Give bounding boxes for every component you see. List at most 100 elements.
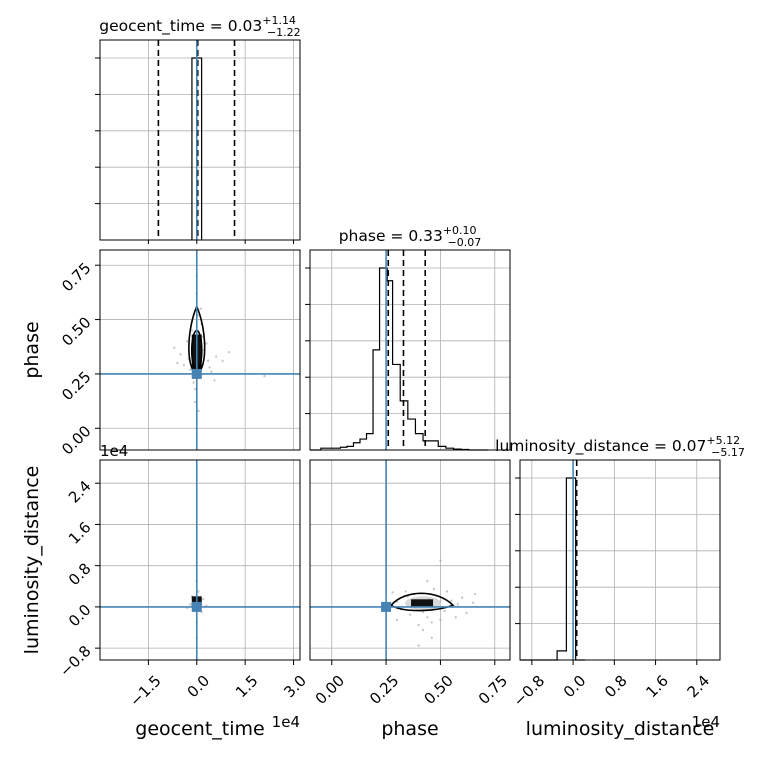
y-tick-label: 0.50: [58, 313, 94, 349]
histogram-luminosity_distance: [520, 477, 585, 661]
x-tick-label: 2.4: [684, 672, 714, 702]
sample-point: [210, 370, 213, 373]
sample-point: [426, 579, 429, 583]
x-tick-label: 1.6: [642, 672, 672, 702]
axes-frame: [99, 249, 301, 451]
pair-panel-geocent_time-phase: [99, 249, 301, 451]
x-tick-label: −0.8: [510, 672, 548, 710]
sample-point: [474, 592, 477, 596]
axes-frame: [309, 249, 511, 451]
sample-point: [206, 359, 210, 363]
sample-point: [197, 590, 200, 593]
sample-point: [190, 329, 194, 332]
x-tick-label: 0.0: [184, 672, 214, 702]
sample-point: [443, 609, 446, 613]
y-tick-label: 1.6: [65, 518, 95, 548]
sample-point: [205, 342, 208, 345]
sample-point: [432, 587, 436, 591]
sample-point: [417, 644, 420, 647]
sample-point: [208, 366, 211, 369]
sample-point: [460, 596, 464, 599]
marginal-title-geocent_time: geocent_time = 0.03+1.14 −1.22: [99, 14, 300, 39]
y-axis-label-luminosity_distance: luminosity_distance: [21, 466, 43, 655]
sample-point: [197, 314, 200, 317]
sample-point: [213, 379, 216, 382]
y-tick-label: −0.8: [56, 642, 94, 680]
truth-marker: [191, 601, 202, 612]
x-tick-label: 0.0: [560, 672, 590, 702]
x-axis-label-phase: phase: [381, 718, 438, 740]
y-tick-label: 0.8: [65, 559, 95, 589]
axes-frame: [99, 39, 301, 241]
sample-point: [176, 361, 179, 365]
sample-point: [450, 599, 453, 602]
sample-point: [430, 621, 433, 624]
sample-point: [182, 364, 186, 367]
marginal-panel-luminosity_distance: luminosity_distance = 0.07+5.12 −5.17: [495, 434, 745, 661]
x-axis-label-geocent_time: geocent_time: [135, 718, 264, 740]
x-tick-label: 0.50: [420, 672, 456, 708]
x-tick-label: 0.8: [601, 672, 631, 702]
truth-marker: [191, 368, 202, 379]
axes-frame: [519, 459, 721, 661]
y-axis-label-phase: phase: [21, 321, 43, 378]
sample-point: [193, 387, 197, 391]
marginal-panel-phase: phase = 0.33+0.10 −0.07: [305, 224, 511, 451]
y-tick-label: 0.00: [58, 422, 94, 458]
sample-point: [202, 597, 205, 601]
marginal-title-luminosity_distance: luminosity_distance = 0.07+5.12 −5.17: [495, 434, 745, 459]
y-tick-label: 2.4: [65, 477, 95, 507]
sample-point: [172, 346, 176, 350]
sample-point: [417, 623, 420, 627]
pair-panel-phase-luminosity_distance: [309, 459, 511, 661]
y-offset-multiplier: 1e4: [100, 442, 128, 460]
sample-point: [445, 590, 449, 593]
axes-frame: [99, 459, 301, 661]
x-tick-label: 0.75: [475, 672, 511, 708]
sample-point: [227, 350, 231, 354]
sample-point: [426, 616, 429, 619]
x-tick-label: 0.00: [312, 672, 348, 708]
x-tick-label: 1.5: [232, 672, 262, 702]
marginal-panel-geocent_time: geocent_time = 0.03+1.14 −1.22: [95, 14, 301, 241]
sample-point: [395, 618, 399, 621]
y-tick-label: 0.75: [58, 259, 94, 295]
sample-point: [197, 409, 200, 413]
sample-point: [456, 603, 460, 606]
x-axis-label-luminosity_distance: luminosity_distance: [526, 718, 715, 740]
sample-point: [406, 595, 410, 598]
sample-point: [430, 636, 433, 640]
sample-point: [214, 355, 218, 358]
x-tick-label: 0.25: [366, 672, 402, 708]
sample-point: [439, 559, 442, 562]
sample-point: [221, 359, 224, 363]
x-tick-label: −1.5: [126, 672, 164, 710]
sample-point: [408, 613, 412, 616]
x-offset-multiplier: 1e4: [272, 713, 300, 731]
sample-point: [189, 368, 192, 371]
sample-point: [391, 591, 394, 594]
sample-point: [189, 603, 192, 606]
sample-point: [192, 381, 195, 384]
y-tick-label: 0.0: [65, 601, 95, 631]
sample-point: [421, 628, 425, 632]
sample-point: [185, 340, 189, 343]
sample-point: [263, 374, 266, 378]
sample-point: [454, 616, 457, 619]
contour-outer: [389, 592, 455, 612]
sample-point: [199, 307, 202, 310]
truth-marker: [381, 601, 392, 612]
marginal-title-phase: phase = 0.33+0.10 −0.07: [339, 224, 482, 249]
axes-frame: [309, 459, 511, 661]
sample-point: [471, 601, 475, 604]
sample-point: [439, 618, 442, 621]
y-tick-label: 0.25: [58, 368, 94, 404]
x-offset-multiplier: 1e4: [692, 713, 720, 731]
density-core: [411, 599, 434, 608]
sample-point: [404, 590, 407, 593]
sample-point: [179, 353, 182, 356]
sample-point: [193, 400, 197, 404]
pair-panel-geocent_time-luminosity_distance: [99, 459, 301, 661]
sample-point: [465, 611, 468, 615]
